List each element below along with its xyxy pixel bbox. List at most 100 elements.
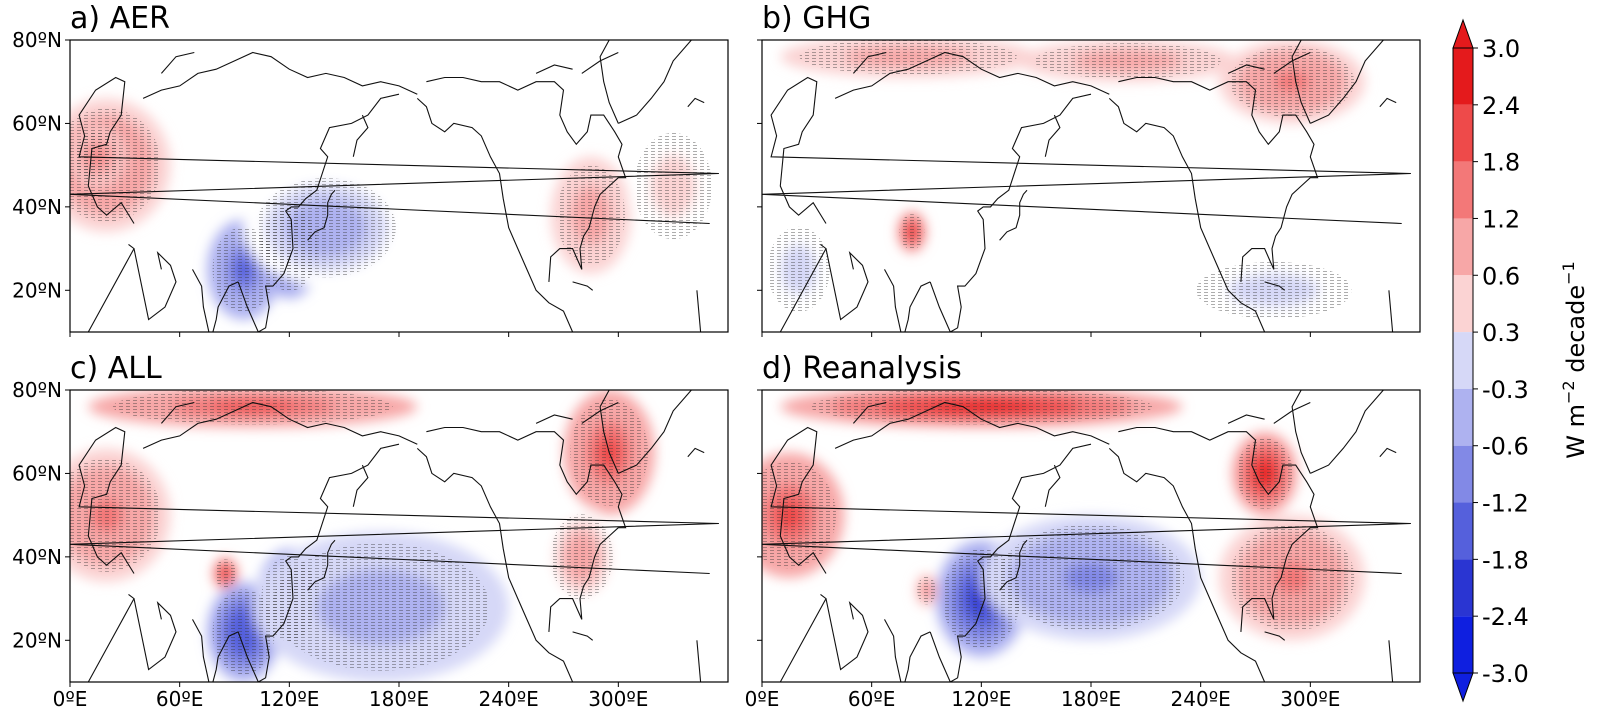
colorbar-box-8 <box>1453 502 1473 560</box>
panel-1-coastline-5 <box>1044 114 1061 157</box>
panel-2-coastline-15 <box>535 414 573 424</box>
panel-2-coastline-8 <box>416 447 574 682</box>
panel-0-field <box>70 98 719 320</box>
panel-0-coastline-11 <box>599 40 619 124</box>
panel-3-coastline-12 <box>1264 631 1286 641</box>
panel-1-coastline-12 <box>1264 281 1286 291</box>
panel-0-coastline-2 <box>133 248 177 321</box>
panel-1-coastline-0 <box>762 76 1411 225</box>
panel-0-stipple-6 <box>634 132 713 240</box>
colorbar-box-3 <box>1453 218 1473 276</box>
panel-2-coastline-4 <box>237 443 400 682</box>
panel-1-coastline-8 <box>1108 97 1266 332</box>
panel-1-stipple-0 <box>799 40 1017 75</box>
panel-2-xtick-label-2: 120ºE <box>259 687 319 711</box>
panel-3-title: d) Reanalysis <box>762 351 962 386</box>
panel-0-coastline-4 <box>237 93 400 332</box>
panel-2-stipple-2 <box>70 458 161 572</box>
colorbar-label-tail: decade <box>1562 285 1590 381</box>
panel-1-coastline-2 <box>825 248 869 321</box>
panel-0-ytick-label-0: 20ºN <box>12 278 62 302</box>
panel-2-field <box>70 390 655 682</box>
panel-0-title: a) AER <box>70 1 170 36</box>
colorbar-box-9 <box>1453 559 1473 617</box>
colorbar-label-sup2: −1 <box>1559 261 1578 285</box>
panel-1-stipple-2 <box>1229 46 1355 118</box>
colorbar-tick-label-11: -3.0 <box>1482 660 1529 688</box>
panel-2-xtick-label-3: 180ºE <box>369 687 429 711</box>
panel-0-coastline-12 <box>572 281 594 291</box>
colorbar-box-0 <box>1453 48 1473 105</box>
panel-0: a) AER 20ºN 40ºN 60ºN 80ºN <box>12 1 729 337</box>
panel-3-coastline-8 <box>1108 447 1266 682</box>
panel-2-coastline-10 <box>618 390 692 474</box>
panel-3-coastline-15 <box>1227 414 1265 424</box>
panel-2-stipple-7 <box>550 514 613 600</box>
panel-2-title: c) ALL <box>70 351 162 386</box>
colorbar-box-2 <box>1453 161 1473 219</box>
panel-2-ytick-label-3: 80ºN <box>12 378 62 402</box>
panel-3-stipple-5 <box>1229 524 1355 631</box>
panel-2-xtick-label-0: 0ºE <box>53 687 88 711</box>
panel-2-xtick-label-5: 300ºE <box>588 687 648 711</box>
panel-3-coastline-10 <box>1310 390 1384 474</box>
panel-3-xtick-label-0: 0ºE <box>745 687 780 711</box>
colorbar-tick-label-1: 2.4 <box>1482 92 1520 120</box>
panel-3-coastline-13 <box>1379 447 1397 458</box>
panel-3-coastline-3 <box>884 619 931 682</box>
panel-3-coastline-4 <box>929 443 1092 682</box>
panel-2-coastlines <box>70 390 719 682</box>
panel-2-coastline-13 <box>687 447 705 458</box>
panel-2-stipple-4 <box>212 589 275 675</box>
panel-1-coastline-9 <box>1118 76 1319 282</box>
panel-2-coastline-0 <box>70 426 719 575</box>
colorbar-tick-label-9: -1.8 <box>1482 546 1529 574</box>
panel-3-xtick-label-1: 60ºE <box>848 687 896 711</box>
colorbar-label-unit: W m <box>1562 404 1590 459</box>
panel-3-stipple-4 <box>997 524 1185 631</box>
panel-1-stipple-4 <box>1196 261 1352 319</box>
panel-2-coastline-1 <box>70 593 702 682</box>
panel-3-coastline-1 <box>762 593 1394 682</box>
panel-3-xtick-label-4: 240ºE <box>1171 687 1231 711</box>
panel-0-coastline-13 <box>687 97 705 108</box>
panel-1-coastline-14 <box>852 51 887 74</box>
panel-3-field <box>762 390 1366 657</box>
panel-2-coastline-7 <box>142 401 418 449</box>
colorbar-tick-label-6: -0.3 <box>1482 376 1529 404</box>
panel-0-coastline-1 <box>70 243 702 332</box>
panel-1-title: b) GHG <box>762 1 871 36</box>
colorbar-box-10 <box>1453 616 1473 673</box>
panel-2-coastline-11 <box>599 390 619 474</box>
colorbar-box-6 <box>1453 388 1473 446</box>
panel-2-xtick-label-1: 60ºE <box>156 687 204 711</box>
panel-2-coastline-3 <box>192 619 239 682</box>
panel-3: d) Reanalysis 0ºE 60ºE 120ºE 180ºE 240ºE 300ºE <box>745 351 1421 711</box>
panel-1-coastline-13 <box>1379 97 1397 108</box>
panel-3-coastlines <box>762 390 1411 682</box>
panel-0-coastline-3 <box>192 269 239 332</box>
panel-0-coastline-6 <box>307 189 336 241</box>
panel-1-coastlines <box>762 40 1411 332</box>
panel-2: c) ALL 20ºN 40ºN 60ºN 80ºN 0ºE 60ºE 120ºE 180ºE 2… <box>12 351 729 711</box>
colorbar-label-sup: −2 <box>1559 380 1578 404</box>
panel-2-xtick-label-4: 240ºE <box>479 687 539 711</box>
panel-2-coastline-12 <box>572 631 594 641</box>
panel-1-coastline-3 <box>884 269 931 332</box>
panel-3-stipple-1 <box>1236 437 1293 509</box>
panel-3-coastline-14 <box>852 401 887 424</box>
panel-0-coastline-5 <box>352 114 369 157</box>
colorbar-tick-label-4: 0.6 <box>1482 262 1520 290</box>
panel-1: b) GHG <box>757 1 1421 337</box>
panel-0-coastline-9 <box>426 76 627 282</box>
colorbar-bottom-arrow <box>1452 672 1474 703</box>
panel-3-stipple-6 <box>917 576 936 605</box>
colorbar-box-4 <box>1453 275 1473 333</box>
panel-2-coastline-9 <box>426 426 627 632</box>
colorbar-tick-label-10: -2.4 <box>1482 603 1529 631</box>
panel-2-coastline-16 <box>581 402 619 424</box>
panel-1-coastline-6 <box>999 189 1028 241</box>
panel-0-coastline-0 <box>70 76 719 225</box>
panel-1-coastline-10 <box>1310 40 1384 124</box>
